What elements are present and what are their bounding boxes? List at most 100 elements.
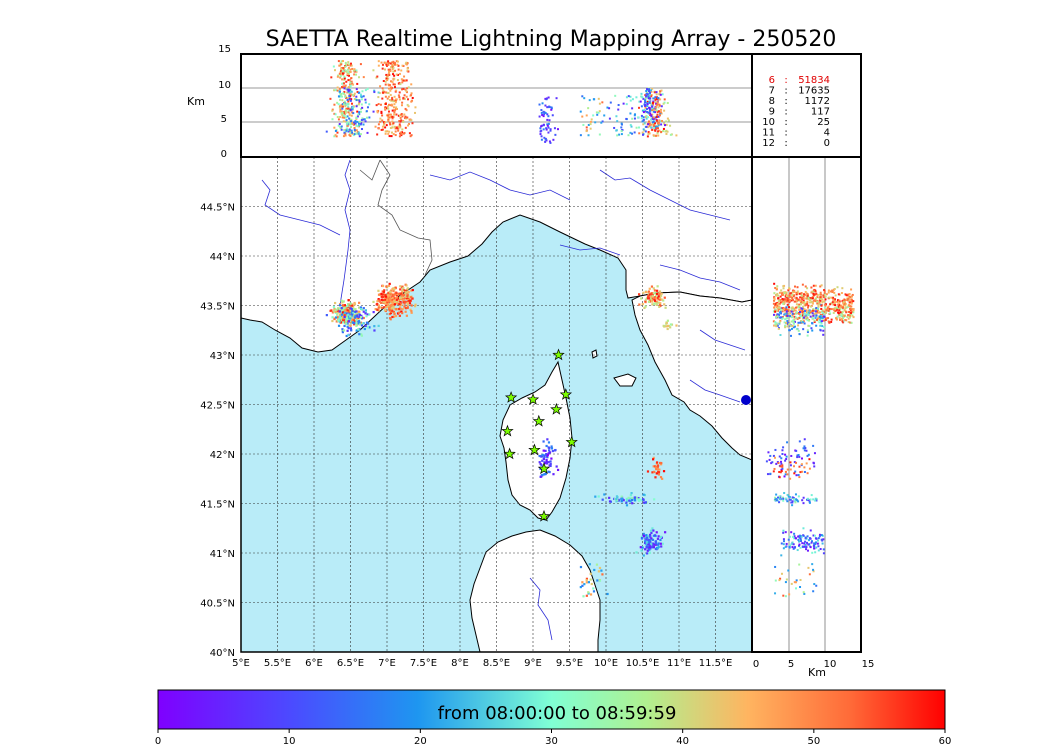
lightning-source-alt	[792, 326, 795, 329]
lightning-source-alt	[347, 107, 350, 110]
lightning-source	[631, 498, 634, 502]
lightning-source	[333, 307, 336, 311]
lightning-source	[631, 502, 634, 505]
lightning-source-alt	[585, 130, 588, 133]
lightning-source	[654, 547, 657, 551]
lightning-source-alt	[579, 110, 582, 113]
lightning-source-alt	[797, 321, 800, 324]
lightning-source	[538, 454, 541, 458]
lightning-source-alt	[348, 74, 351, 77]
lightning-source-alt	[790, 316, 793, 319]
lightning-source-alt	[784, 313, 787, 316]
lightning-source	[639, 546, 642, 549]
lightning-source-alt	[339, 108, 342, 111]
lightning-source-alt	[800, 307, 803, 310]
lightning-source	[392, 310, 395, 314]
lightning-source	[656, 547, 659, 550]
lightning-source	[332, 306, 336, 309]
lightning-source-alt	[343, 82, 346, 85]
lightning-source	[544, 472, 547, 475]
lightning-source-alt	[343, 114, 346, 117]
lightning-source-alt	[406, 87, 409, 90]
lightning-source	[372, 310, 375, 314]
lightning-source-alt	[812, 290, 815, 293]
lightning-source	[669, 326, 672, 329]
lightning-source-alt	[776, 307, 779, 310]
lightning-source-alt	[823, 326, 826, 329]
lightning-source-alt	[814, 300, 817, 303]
lightning-source-alt	[786, 441, 789, 444]
lightning-source-alt	[844, 318, 847, 321]
lightning-source-alt	[343, 75, 346, 78]
lightning-source	[390, 292, 393, 295]
lightning-source	[355, 319, 358, 322]
lightning-source	[651, 293, 654, 296]
lightning-source-alt	[583, 97, 586, 100]
lightning-source-alt	[608, 107, 611, 110]
lightning-source-alt	[650, 123, 653, 126]
lightning-source-alt	[340, 104, 343, 107]
country-borders	[359, 159, 433, 276]
lightning-source-alt	[817, 303, 820, 306]
latitude-tick-labels: 40°N40.5°N41°N41.5°N42°N42.5°N43°N43.5°N…	[200, 203, 235, 660]
lightning-source-alt	[349, 99, 352, 102]
lightning-source-alt	[401, 101, 404, 104]
lightning-source-alt	[808, 501, 811, 504]
lightning-source-alt	[388, 99, 391, 102]
lightning-source	[625, 497, 628, 501]
lightning-source-alt	[780, 554, 783, 557]
lightning-source-alt	[829, 290, 832, 293]
lightning-source-alt	[392, 116, 395, 119]
lightning-source-alt	[803, 445, 806, 448]
lightning-source-alt	[643, 122, 646, 125]
lightning-source	[675, 324, 678, 327]
lightning-source-alt	[825, 293, 828, 296]
lightning-source	[637, 293, 641, 296]
lightning-source-alt	[644, 104, 647, 107]
lightning-source	[399, 301, 402, 304]
lightning-source-alt	[775, 316, 778, 319]
lightning-source-alt	[825, 317, 828, 320]
lightning-source-alt	[781, 452, 784, 455]
lightning-source-alt	[784, 545, 787, 548]
lat-tick-label: 41°N	[210, 549, 235, 560]
lightning-source	[346, 319, 349, 322]
lightning-source-alt	[808, 325, 811, 328]
lightning-source-alt	[388, 116, 391, 119]
lightning-source-alt	[389, 93, 392, 96]
lightning-source-alt	[379, 103, 382, 106]
lightning-source	[655, 467, 658, 471]
lightning-source-alt	[793, 290, 796, 293]
lightning-source-alt	[376, 111, 379, 114]
lightning-source-alt	[799, 315, 802, 318]
lightning-source-alt	[355, 129, 358, 132]
lightning-source-alt	[788, 593, 791, 596]
lightning-source-alt	[776, 496, 779, 499]
lightning-source-alt	[834, 294, 837, 297]
station-count-value: 1172	[805, 96, 830, 107]
lightning-source-alt	[390, 135, 393, 138]
lightning-source-alt	[377, 123, 380, 126]
lightning-source-alt	[782, 529, 785, 532]
lightning-source-alt	[357, 131, 360, 134]
lightning-source-alt	[652, 110, 655, 113]
lightning-source-alt	[785, 542, 788, 545]
lightning-source-alt	[347, 105, 350, 108]
lightning-source-alt	[658, 93, 661, 96]
lightning-source-alt	[778, 302, 781, 305]
lightning-source-alt	[841, 320, 844, 323]
lightning-source	[646, 470, 650, 473]
lightning-source-alt	[795, 579, 798, 582]
lightning-source	[387, 308, 391, 311]
lightning-source-alt	[642, 128, 645, 131]
lightning-source-alt	[654, 129, 657, 132]
lightning-source	[615, 498, 618, 501]
lightning-source-alt	[785, 314, 788, 317]
lightning-source	[352, 318, 356, 322]
lightning-source-alt	[789, 292, 792, 295]
lightning-source-alt	[765, 460, 768, 463]
lightning-source-alt	[411, 96, 414, 99]
lightning-source-alt	[343, 90, 346, 93]
lightning-source-alt	[801, 298, 804, 301]
